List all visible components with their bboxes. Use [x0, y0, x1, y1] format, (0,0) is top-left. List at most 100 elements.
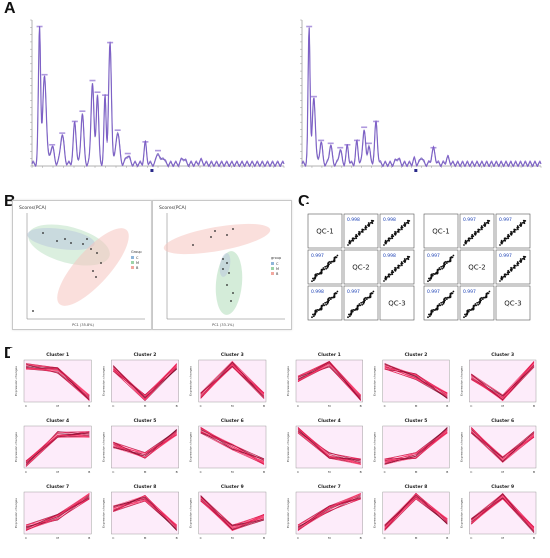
chromatogram-right-svg: [300, 19, 542, 172]
cluster-xtick: C: [112, 536, 114, 540]
cluster-plot: Cluster 8 Expression changes C M B: [373, 484, 450, 540]
panel-label-a: A: [4, 0, 16, 17]
cluster-line: [297, 497, 361, 529]
cluster-xtick: B: [88, 404, 90, 408]
cluster-line: [384, 364, 448, 396]
peak-annotation: [49, 143, 56, 146]
cluster-plot: Cluster 3 Expression changes C M B: [459, 352, 537, 408]
qc-correlation-value: 0.997: [499, 253, 512, 259]
qc-correlation-value: 0.998: [383, 217, 396, 223]
cluster-title: Cluster 8: [134, 484, 157, 490]
cluster-xtick: B: [533, 470, 535, 474]
cluster-plot: Cluster 4 Expression changes C M B: [14, 418, 92, 474]
svg-text:Group: Group: [131, 250, 142, 254]
cluster-plot: Cluster 4 Expression changes C M B: [286, 418, 363, 474]
cluster-line: [297, 427, 361, 462]
cluster-grid-left: Cluster 1 Expression changes C M B Cluster 2 E…: [10, 348, 278, 553]
panel-label-d: D: [4, 345, 16, 363]
peak-annotation: [36, 25, 43, 28]
qc-correlation-value: 0.998: [383, 253, 396, 259]
pca-left-legend: Group C M B: [131, 250, 142, 270]
peak-annotation: [79, 110, 86, 112]
cluster-line: [200, 361, 265, 398]
cluster-xtick: C: [470, 470, 472, 474]
qc-diagonal-label: QC-3: [388, 300, 405, 308]
peak-annotation: [327, 142, 334, 145]
qc-diagonal-label: QC-1: [432, 228, 449, 236]
cluster-xtick: M: [415, 404, 418, 408]
cluster-line: [25, 431, 90, 463]
cluster-xtick: M: [231, 470, 234, 474]
cluster-title: Cluster 1: [46, 352, 69, 358]
cluster-ylabel: Expression changes: [286, 432, 290, 462]
qc-correlation-value: 0.997: [311, 253, 324, 259]
cluster-line: [297, 493, 361, 530]
cluster-line: [113, 429, 177, 457]
pca-right-ellipse-pink: [163, 223, 271, 255]
cluster-ylabel: Expression changes: [459, 366, 463, 396]
cluster-xtick: C: [297, 470, 299, 474]
cluster-title: Cluster 8: [405, 484, 428, 490]
svg-text:C: C: [136, 256, 139, 260]
cluster-xtick: C: [200, 404, 202, 408]
cluster-ylabel: Expression changes: [189, 432, 193, 462]
cluster-plot: Cluster 3 Expression changes C M B: [189, 352, 267, 408]
cluster-line: [384, 366, 448, 394]
cluster-plot-area: [198, 491, 267, 535]
cluster-xtick: M: [56, 470, 59, 474]
cluster-title: Cluster 2: [405, 352, 428, 358]
qc-scatter: [311, 254, 339, 283]
svg-text:PC1 (33.1%): PC1 (33.1%): [212, 323, 234, 327]
cluster-xtick: C: [25, 404, 27, 408]
peak-annotation: [155, 149, 161, 152]
cluster-line: [113, 496, 177, 531]
qc-scatter: [463, 290, 491, 319]
qc-correlation-value: 0.997: [347, 289, 360, 295]
chromatogram-right: [292, 14, 547, 180]
cluster-line: [471, 497, 535, 532]
cluster-xtick: M: [144, 536, 147, 540]
cluster-line: [25, 367, 90, 396]
cluster-line: [297, 493, 361, 531]
cluster-xtick: C: [25, 536, 27, 540]
cluster-xtick: C: [384, 404, 386, 408]
cluster-xtick: B: [533, 404, 535, 408]
peak-annotation: [102, 94, 109, 96]
cluster-ylabel: Expression changes: [459, 498, 463, 528]
cluster-xtick: M: [328, 536, 331, 540]
cluster-line: [384, 368, 448, 397]
cluster-line: [200, 427, 265, 465]
chromatogram-left: [22, 14, 290, 180]
qc-correlation-value: 0.997: [427, 253, 440, 259]
cluster-xtick: M: [328, 470, 331, 474]
cluster-plot: Cluster 1 Expression changes C M B: [286, 352, 363, 408]
cluster-title: Cluster 9: [221, 484, 244, 490]
cluster-line: [471, 432, 535, 459]
cluster-xtick: B: [360, 536, 362, 540]
cluster-line: [471, 364, 535, 396]
cluster-line: [25, 434, 90, 463]
cluster-line: [297, 428, 361, 465]
pca-plot-left: Scores(PCA) PC1 (35.8%) Group C M B: [12, 200, 152, 330]
cluster-line: [113, 499, 177, 528]
cluster-grid-right: Cluster 1 Expression changes C M B Cluster 2 E…: [282, 348, 548, 553]
qc-cell: [307, 213, 343, 249]
peak-annotation: [142, 141, 149, 143]
cluster-ylabel: Expression changes: [189, 366, 193, 396]
cluster-ylabel: Expression changes: [286, 498, 290, 528]
peak-annotation: [310, 95, 317, 98]
peak-annotation: [41, 73, 48, 76]
cluster-line: [25, 433, 90, 462]
cluster-title: Cluster 7: [318, 484, 341, 490]
cluster-line: [471, 427, 535, 461]
cluster-plot: Cluster 7 Expression changes C M B: [286, 484, 363, 540]
qc-matrix-left: QC-1 0.998 0.998 0.997 QC-2 0.998 0.998 0.997 QC…: [304, 204, 416, 328]
cluster-title: Cluster 5: [134, 418, 157, 424]
cluster-line: [200, 497, 265, 529]
cluster-line: [113, 365, 177, 398]
qc-matrix-right: QC-1 0.997 0.997 0.997 QC-2 0.997 0.997 0.997 QC…: [420, 204, 546, 328]
cluster-title: Cluster 6: [221, 418, 244, 424]
cluster-line: [113, 498, 177, 527]
cluster-xtick: B: [446, 536, 448, 540]
cluster-line: [200, 495, 265, 530]
